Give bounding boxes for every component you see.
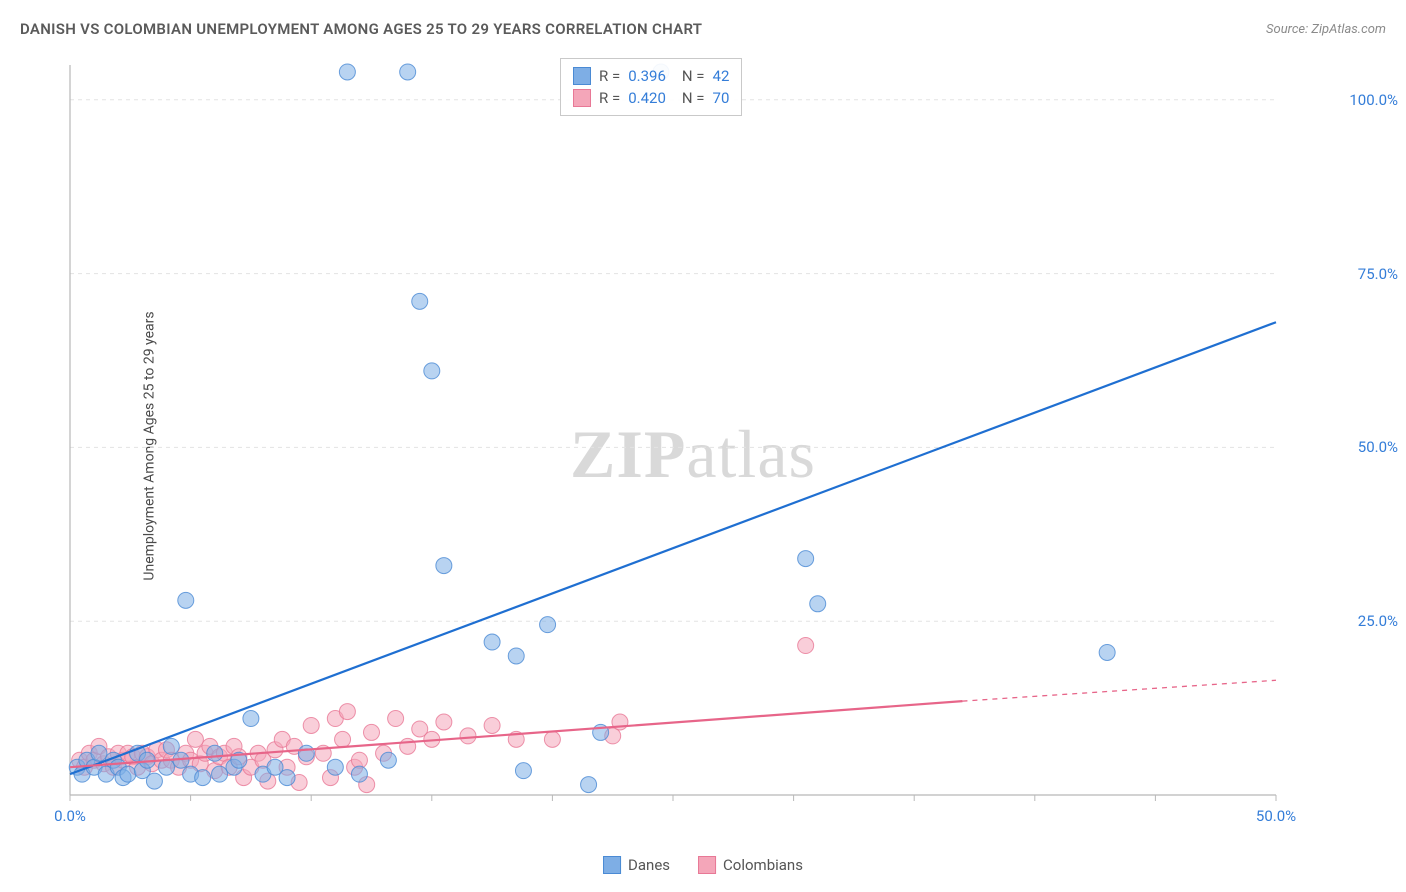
swatch-colombians <box>573 89 591 107</box>
y-tick-label: 100.0% <box>1349 91 1398 109</box>
r-value-danes: 0.396 <box>628 67 666 85</box>
scatter-chart <box>60 55 1346 835</box>
legend-stats-row-danes: R = 0.396 N = 42 <box>573 65 729 87</box>
chart-title: DANISH VS COLOMBIAN UNEMPLOYMENT AMONG A… <box>20 20 702 38</box>
r-label: R = <box>599 89 620 107</box>
n-label: N = <box>682 67 705 85</box>
swatch-colombians-icon <box>698 856 716 874</box>
r-label: R = <box>599 67 620 85</box>
swatch-danes-icon <box>603 856 621 874</box>
legend-label-danes: Danes <box>628 856 670 874</box>
legend-item-colombians: Colombians <box>698 856 803 874</box>
y-tick-label: 75.0% <box>1358 265 1398 283</box>
source-label: Source: ZipAtlas.com <box>1266 22 1386 37</box>
legend-label-colombians: Colombians <box>723 856 803 874</box>
swatch-danes <box>573 67 591 85</box>
plot-area <box>60 55 1346 835</box>
legend-stats-row-colombians: R = 0.420 N = 70 <box>573 87 729 109</box>
y-tick-label: 50.0% <box>1358 438 1398 456</box>
n-label: N = <box>682 89 705 107</box>
r-value-colombians: 0.420 <box>628 89 666 107</box>
y-tick-label: 25.0% <box>1358 612 1398 630</box>
legend-item-danes: Danes <box>603 856 670 874</box>
n-value-danes: 42 <box>713 67 730 85</box>
legend-stats-box: R = 0.396 N = 42 R = 0.420 N = 70 <box>560 58 742 116</box>
bottom-legend: Danes Colombians <box>603 856 803 874</box>
x-tick-label: 50.0% <box>1256 807 1296 825</box>
n-value-colombians: 70 <box>713 89 730 107</box>
x-tick-label: 0.0% <box>54 807 86 825</box>
